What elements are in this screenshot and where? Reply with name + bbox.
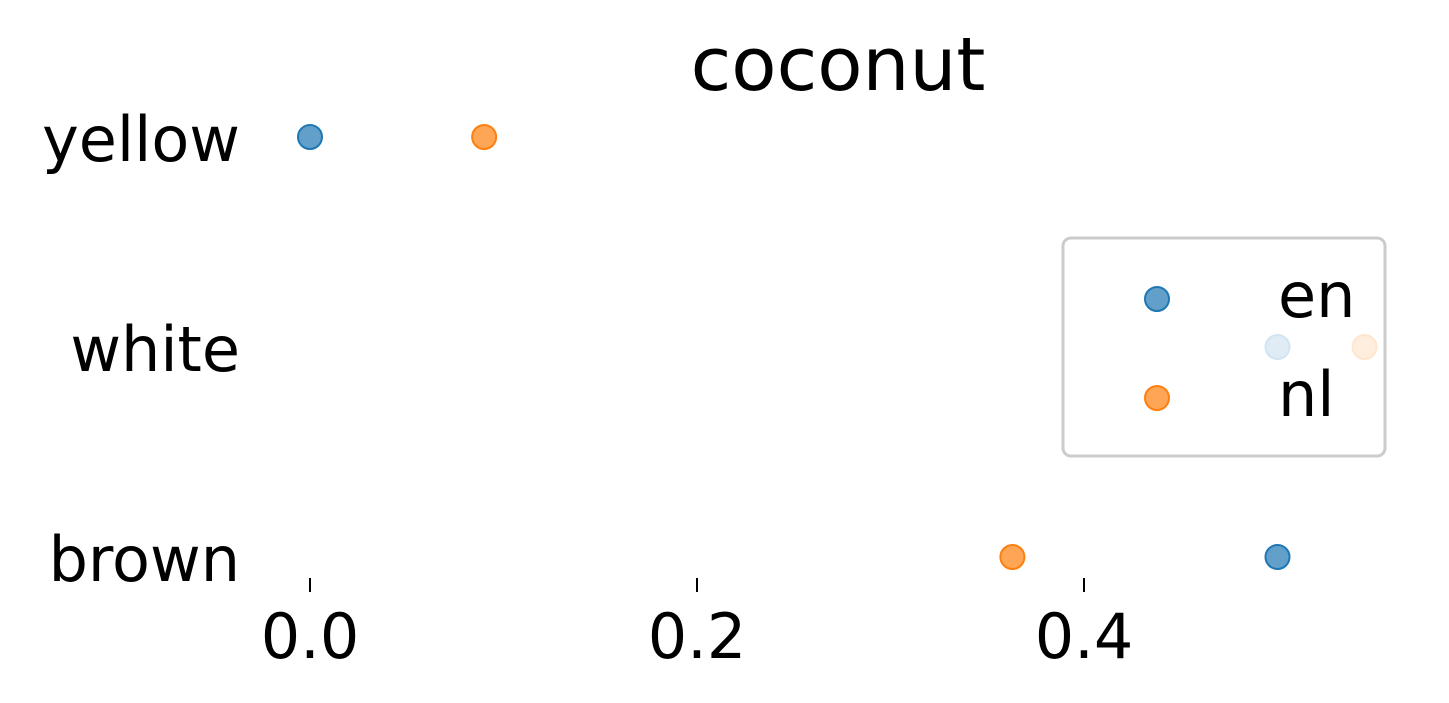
legend-marker-en	[1144, 286, 1170, 312]
x-tick-label-2: 0.4	[1035, 600, 1134, 673]
x-tick-label-1: 0.2	[648, 600, 747, 673]
legend-label-en: en	[1278, 259, 1355, 332]
legend-marker-nl	[1144, 385, 1170, 411]
legend: en nl	[1061, 236, 1387, 458]
point-en-brown	[1264, 544, 1291, 570]
legend-frame	[1061, 236, 1387, 458]
y-tick-label-brown: brown	[49, 523, 240, 596]
point-nl-brown	[999, 544, 1026, 570]
legend-label-nl: nl	[1278, 358, 1335, 431]
y-tick-label-white: white	[70, 313, 240, 386]
point-nl-yellow	[471, 124, 498, 150]
chart-title: coconut	[691, 22, 986, 108]
x-tick-label-0: 0.0	[261, 600, 360, 673]
y-tick-label-yellow: yellow	[42, 103, 240, 176]
point-en-yellow	[297, 124, 323, 150]
